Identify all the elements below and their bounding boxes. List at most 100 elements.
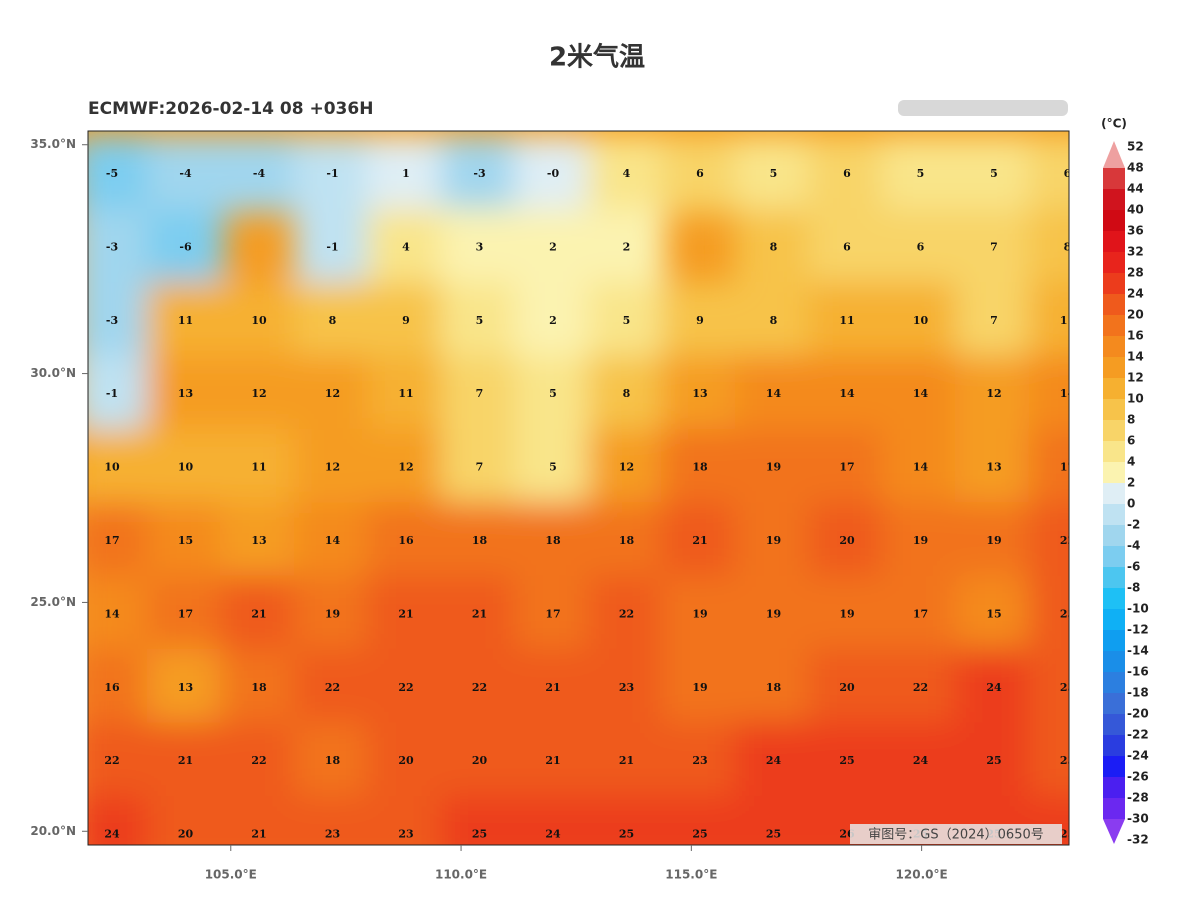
station-value: 5 (770, 167, 778, 180)
temperature-cell (808, 649, 886, 727)
station-value: 24 (986, 681, 1002, 694)
temperature-cell (367, 208, 445, 287)
temperature-cell (514, 795, 592, 845)
temperature-cell (367, 575, 445, 654)
station-value: 9 (696, 314, 704, 327)
station-value: 22 (619, 607, 634, 620)
station-value: 18 (325, 754, 341, 767)
station-value: 12 (619, 461, 634, 474)
station-value: 24 (913, 754, 929, 767)
temperature-cell (220, 135, 298, 213)
colorbar-label: 48 (1127, 161, 1144, 175)
colorbar-label: -32 (1127, 833, 1149, 847)
station-value: 6 (696, 167, 704, 180)
map-frame (87, 130, 1070, 846)
temperature-cell (587, 282, 666, 360)
colorbar-label: 36 (1127, 224, 1144, 238)
station-value: 21 (251, 607, 266, 620)
colorbar-segment (1103, 189, 1125, 210)
colorbar-label: 0 (1127, 497, 1135, 511)
temperature-cell (146, 502, 225, 580)
colorbar-segment (1103, 630, 1125, 651)
station-value: 12 (986, 387, 1001, 400)
station-value: 13 (178, 681, 193, 694)
temperature-cell (146, 208, 225, 287)
colorbar-segment (1103, 441, 1125, 462)
station-value: 14 (104, 607, 120, 620)
x-tick-label: 105.0°E (205, 868, 257, 882)
watermark: 审图号：GS（2024）0650号 (868, 828, 1044, 843)
station-value: 8 (1064, 240, 1072, 253)
map-title: 2米气温 (549, 42, 645, 73)
station-value: 10 (104, 461, 120, 474)
temperature-cell (88, 282, 151, 360)
temperature-cell (734, 282, 813, 360)
temperature-cell (88, 428, 151, 507)
colorbar-segment (1103, 651, 1125, 672)
colorbar-segment (1103, 462, 1125, 483)
temperature-cell (146, 355, 225, 433)
temperature-cell (88, 135, 151, 213)
temperature-cell (881, 575, 960, 654)
station-value: 19 (766, 607, 781, 620)
temperature-cell (1028, 135, 1069, 213)
temperature-cell (514, 722, 592, 800)
temperature-cell (293, 135, 372, 213)
station-value: 12 (325, 387, 340, 400)
colorbar-label: 16 (1127, 329, 1144, 343)
temperature-cell (1028, 355, 1069, 433)
x-tick-label: 120.0°E (896, 868, 948, 882)
station-value: 18 (692, 461, 708, 474)
station-value: 10 (913, 314, 929, 327)
temperature-cell (367, 282, 445, 360)
station-value: -1 (326, 240, 338, 253)
temperature-cell (514, 282, 592, 360)
temperature-cell (367, 722, 445, 800)
temperature-cell (440, 135, 519, 213)
temperature-cell (881, 649, 960, 727)
temperature-cell (955, 355, 1033, 433)
temperature-cell (146, 649, 225, 727)
station-value: 19 (913, 534, 928, 547)
station-value: 11 (178, 314, 193, 327)
station-value: 20 (472, 754, 488, 767)
temperature-cell (734, 649, 813, 727)
temperature-cell (88, 649, 151, 727)
temperature-cell (587, 208, 666, 287)
colorbar-label: 6 (1127, 434, 1135, 448)
station-value: 2 (623, 240, 631, 253)
station-value: 17 (1060, 461, 1075, 474)
colorbar-segment (1103, 777, 1125, 798)
colorbar-label: 10 (1127, 392, 1144, 406)
station-value: 12 (325, 461, 340, 474)
temperature-cell (1028, 428, 1069, 507)
temperature-cell (440, 428, 519, 507)
station-value: 11 (839, 314, 854, 327)
station-value: 25 (986, 754, 1001, 767)
temperature-cell (514, 355, 592, 433)
temperature-cell (808, 208, 886, 287)
colorbar-segment (1103, 567, 1125, 588)
colorbar-extend-high (1103, 141, 1125, 168)
station-value: 13 (692, 387, 707, 400)
station-value: 20 (839, 534, 855, 547)
colorbar-label: 20 (1127, 308, 1144, 322)
station-value: 11 (1060, 314, 1075, 327)
station-value: 13 (178, 387, 193, 400)
colorbar-label: -6 (1127, 560, 1140, 574)
station-value: 15 (178, 534, 193, 547)
station-value: 8 (770, 314, 778, 327)
temperature-cell (220, 502, 298, 580)
station-value: 18 (766, 681, 782, 694)
station-value: 23 (1060, 681, 1075, 694)
temperature-cell (881, 428, 960, 507)
colorbar-label: -28 (1127, 791, 1149, 805)
station-value: 3 (476, 240, 484, 253)
watermark-box (850, 824, 1062, 844)
station-labels: -5 -4 -4 -1 1 -3 -0 4 6 5 6 5 5 6-3 -6 -1 4 3 2 2 8 6 6 7 8-3 11 1… (104, 167, 1075, 841)
x-tick-label: 110.0°E (435, 868, 487, 882)
station-value: 1 (402, 167, 410, 180)
temperature-cell (367, 135, 445, 213)
colorbar: (°C) -32-30-28-26-24-22-20-18-16-14-12-1… (1101, 117, 1149, 847)
colorbar-label: -24 (1127, 749, 1149, 763)
